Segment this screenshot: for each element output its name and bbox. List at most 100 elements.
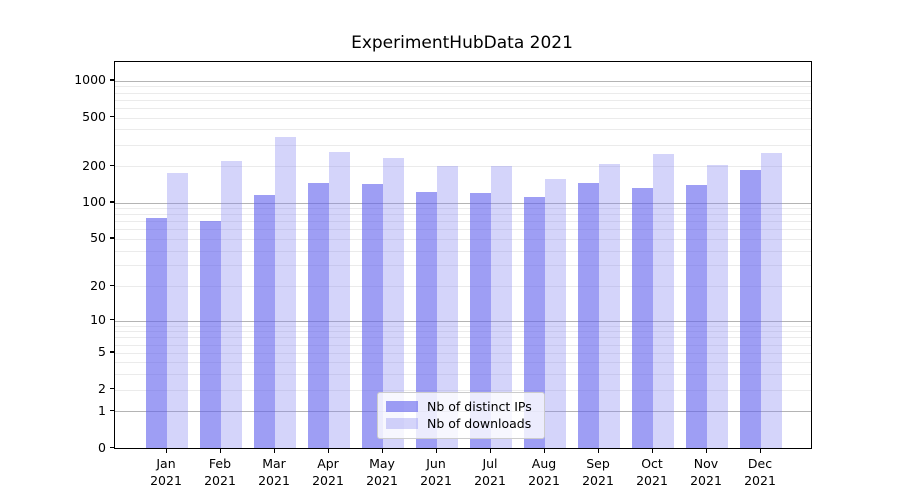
gridline-major bbox=[115, 320, 811, 322]
gridline-minor bbox=[115, 286, 811, 288]
bar-distinct-ips-apr bbox=[308, 183, 329, 448]
gridline-minor bbox=[115, 129, 811, 131]
x-tick-mark bbox=[651, 448, 653, 453]
y-tick-label: 10 bbox=[90, 312, 106, 328]
y-tick-label: 20 bbox=[90, 277, 106, 293]
bar-distinct-ips-oct bbox=[632, 188, 653, 448]
bar-distinct-ips-jul bbox=[470, 193, 491, 448]
bar-distinct-ips-sep bbox=[578, 183, 599, 448]
x-tick-mark bbox=[759, 448, 761, 453]
y-tick-mark bbox=[109, 446, 114, 448]
bar-downloads-feb bbox=[221, 161, 242, 448]
x-tick-mark bbox=[219, 448, 221, 453]
gridline-major bbox=[115, 202, 811, 204]
legend: Nb of distinct IPs Nb of downloads bbox=[377, 392, 545, 439]
gridline-minor bbox=[115, 117, 811, 119]
gridline-minor bbox=[115, 144, 811, 146]
x-tick-label-dec: Dec 2021 bbox=[744, 456, 776, 488]
gridline-minor bbox=[115, 337, 811, 339]
bar-distinct-ips-mar bbox=[254, 195, 275, 448]
gridline-minor bbox=[115, 208, 811, 210]
legend-label-distinct-ips: Nb of distinct IPs bbox=[427, 399, 532, 414]
gridline-minor bbox=[115, 221, 811, 223]
y-tick-label: 50 bbox=[90, 230, 106, 246]
y-tick-mark bbox=[109, 319, 114, 321]
x-tick-label-jul: Jul 2021 bbox=[474, 456, 506, 488]
gridline-minor bbox=[115, 325, 811, 327]
gridline-minor bbox=[115, 166, 811, 168]
bar-downloads-jul bbox=[491, 166, 512, 448]
y-tick-label: 100 bbox=[82, 194, 106, 210]
bar-downloads-dec bbox=[761, 153, 782, 448]
plot-area bbox=[114, 61, 812, 449]
legend-item-distinct-ips: Nb of distinct IPs bbox=[386, 398, 536, 415]
y-tick-mark bbox=[109, 201, 114, 203]
x-tick-mark bbox=[273, 448, 275, 453]
y-tick-label: 500 bbox=[82, 109, 106, 125]
x-tick-label-aug: Aug 2021 bbox=[528, 456, 560, 488]
legend-swatch-distinct-ips bbox=[386, 401, 418, 412]
bar-downloads-jun bbox=[437, 166, 458, 448]
x-tick-label-jun: Jun 2021 bbox=[420, 456, 452, 488]
x-tick-label-nov: Nov 2021 bbox=[690, 456, 722, 488]
x-tick-mark bbox=[489, 448, 491, 453]
x-tick-label-oct: Oct 2021 bbox=[636, 456, 668, 488]
y-tick-label: 1000 bbox=[74, 72, 106, 88]
x-tick-label-sep: Sep 2021 bbox=[582, 456, 614, 488]
x-tick-mark bbox=[543, 448, 545, 453]
legend-swatch-downloads bbox=[386, 418, 418, 429]
bar-downloads-may bbox=[383, 157, 404, 448]
bar-distinct-ips-aug bbox=[524, 196, 545, 448]
bar-downloads-jan bbox=[167, 173, 188, 448]
x-tick-label-feb: Feb 2021 bbox=[204, 456, 236, 488]
gridline-minor bbox=[115, 250, 811, 252]
y-tick-mark bbox=[109, 79, 114, 81]
x-tick-mark bbox=[327, 448, 329, 453]
y-tick-mark bbox=[109, 116, 114, 118]
bar-distinct-ips-nov bbox=[686, 184, 707, 448]
gridline-minor bbox=[115, 344, 811, 346]
gridline-minor bbox=[115, 389, 811, 391]
y-tick-mark bbox=[109, 409, 114, 412]
bar-downloads-apr bbox=[329, 151, 350, 448]
bar-distinct-ips-feb bbox=[200, 220, 221, 448]
y-tick-mark bbox=[109, 237, 114, 239]
gridline-minor bbox=[115, 331, 811, 333]
x-tick-mark bbox=[597, 448, 599, 453]
x-tick-label-mar: Mar 2021 bbox=[258, 456, 290, 488]
chart-title: ExperimentHubData 2021 bbox=[351, 33, 573, 53]
legend-item-downloads: Nb of downloads bbox=[386, 415, 536, 432]
y-tick-mark bbox=[109, 388, 114, 390]
y-tick-label: 5 bbox=[98, 344, 106, 360]
x-tick-label-may: May 2021 bbox=[366, 456, 398, 488]
gridline-minor bbox=[115, 374, 811, 376]
bar-downloads-mar bbox=[275, 136, 296, 448]
gridline-minor bbox=[115, 265, 811, 267]
bar-distinct-ips-may bbox=[362, 183, 383, 448]
y-tick-label: 0 bbox=[98, 439, 106, 455]
gridline-minor bbox=[115, 107, 811, 109]
gridline-minor bbox=[115, 86, 811, 88]
x-tick-label-jan: Jan 2021 bbox=[150, 456, 182, 488]
y-tick-mark bbox=[109, 351, 114, 353]
gridline-minor bbox=[115, 214, 811, 216]
bar-distinct-ips-jan bbox=[146, 217, 167, 448]
y-tick-label: 200 bbox=[82, 157, 106, 173]
legend-label-downloads: Nb of downloads bbox=[427, 416, 532, 431]
x-tick-mark bbox=[705, 448, 707, 453]
x-tick-mark bbox=[381, 448, 383, 453]
gridline-major bbox=[115, 80, 811, 82]
x-tick-label-apr: Apr 2021 bbox=[312, 456, 344, 488]
bar-downloads-sep bbox=[599, 163, 620, 448]
y-tick-mark bbox=[109, 284, 114, 287]
bar-distinct-ips-jun bbox=[416, 191, 437, 448]
bar-distinct-ips-dec bbox=[740, 170, 761, 448]
x-tick-mark bbox=[435, 448, 437, 453]
y-tick-label: 2 bbox=[98, 381, 106, 397]
gridline-minor bbox=[115, 92, 811, 94]
y-tick-mark bbox=[109, 164, 114, 166]
gridline-minor bbox=[115, 229, 811, 231]
bar-downloads-aug bbox=[545, 178, 566, 448]
x-tick-mark bbox=[165, 448, 167, 453]
